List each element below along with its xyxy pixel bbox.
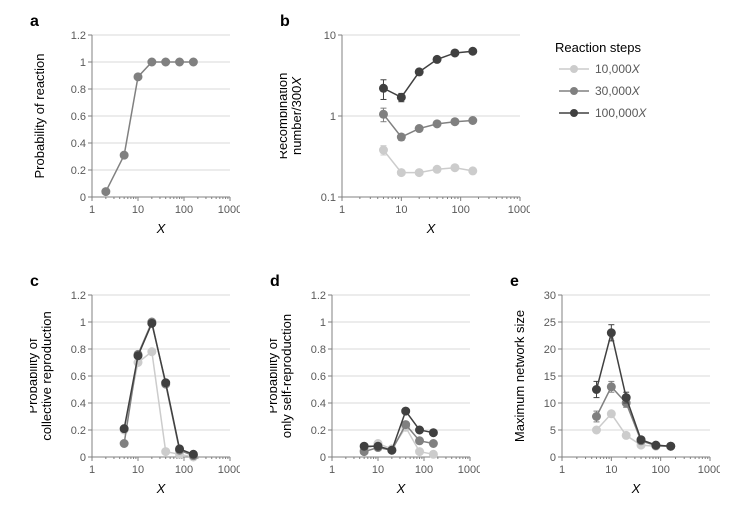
svg-text:10: 10 [132, 204, 144, 216]
svg-text:0.8: 0.8 [71, 344, 86, 356]
panel-e: e 0510152025301101001000XMaximum network… [510, 275, 720, 505]
svg-text:1.2: 1.2 [71, 290, 86, 302]
svg-text:100: 100 [451, 204, 469, 216]
svg-text:1: 1 [320, 317, 326, 329]
svg-text:0.8: 0.8 [71, 84, 86, 96]
svg-text:1000: 1000 [458, 464, 480, 476]
svg-text:0.4: 0.4 [71, 138, 86, 150]
svg-text:20: 20 [544, 344, 556, 356]
panel-b: b 0.11101101001000XRecombinationnumber/3… [280, 15, 530, 245]
svg-text:Probability ofonly self-reprod: Probability ofonly self-reproduction [270, 314, 294, 438]
svg-text:1000: 1000 [698, 464, 720, 476]
chart-d: 0 0.2 0.4 0.6 0.8 1 1.2 1 10 100 1000 X Probability … [270, 275, 480, 505]
svg-text:0.6: 0.6 [71, 111, 86, 123]
chart-b: 0.11101101001000XRecombinationnumber/300… [280, 15, 530, 245]
chart-c: 0 0.2 0.4 0.6 0.8 1 1.2 1 10 100 1000 X Probability … [30, 275, 240, 505]
svg-text:1.2: 1.2 [71, 30, 86, 42]
legend-title: Reaction steps [555, 40, 715, 55]
svg-text:X: X [396, 481, 407, 496]
svg-text:100: 100 [651, 464, 669, 476]
svg-text:100: 100 [175, 204, 193, 216]
svg-text:10: 10 [132, 464, 144, 476]
chart-a: 0 0.2 0.4 0.6 0.8 1 1.2 1 10 100 1000 X Probability … [30, 15, 240, 245]
svg-text:0.8: 0.8 [311, 344, 326, 356]
svg-text:X: X [631, 481, 642, 496]
svg-text:X: X [156, 221, 167, 236]
svg-text:0: 0 [80, 452, 86, 464]
svg-text:0.2: 0.2 [71, 425, 86, 437]
svg-text:1: 1 [339, 204, 345, 216]
svg-text:10: 10 [324, 30, 336, 42]
svg-text:X: X [156, 481, 167, 496]
panel-c: c 00.20.40.60.811.21101001000XProbabilit… [30, 275, 240, 505]
legend-entry-s30000: 30,000X [595, 84, 641, 98]
legend-entry-s100000: 100,000X [595, 106, 647, 120]
svg-text:0.2: 0.2 [71, 165, 86, 177]
svg-text:1: 1 [89, 204, 95, 216]
svg-text:25: 25 [544, 317, 556, 329]
svg-text:0.4: 0.4 [71, 398, 86, 410]
svg-text:5: 5 [550, 425, 556, 437]
svg-text:1: 1 [80, 317, 86, 329]
svg-text:1000: 1000 [218, 204, 240, 216]
svg-text:0: 0 [550, 452, 556, 464]
svg-text:1000: 1000 [508, 204, 530, 216]
svg-text:Recombinationnumber/300X: Recombinationnumber/300X [280, 73, 304, 160]
legend-svg: 10,000X 30,000X 100,000X [555, 55, 715, 135]
svg-text:1: 1 [80, 57, 86, 69]
svg-text:30: 30 [544, 290, 556, 302]
chart-e: 0 5 10 15 20 25 30 1 10 100 1000 X Maximum network s… [510, 275, 720, 505]
svg-text:0.6: 0.6 [71, 371, 86, 383]
svg-text:1: 1 [329, 464, 335, 476]
svg-text:0.6: 0.6 [311, 371, 326, 383]
svg-text:0: 0 [320, 452, 326, 464]
svg-text:X: X [426, 221, 437, 236]
svg-text:100: 100 [415, 464, 433, 476]
svg-text:10: 10 [395, 204, 407, 216]
svg-text:1.2: 1.2 [311, 290, 326, 302]
svg-text:Probability ofcollective repro: Probability ofcollective reproduction [30, 311, 54, 440]
svg-text:100: 100 [175, 464, 193, 476]
svg-text:0.2: 0.2 [311, 425, 326, 437]
svg-text:0: 0 [80, 192, 86, 204]
svg-text:10: 10 [372, 464, 384, 476]
svg-text:1: 1 [559, 464, 565, 476]
panel-d: d 00.20.40.60.811.21101001000XProbabilit… [270, 275, 480, 505]
svg-text:15: 15 [544, 371, 556, 383]
svg-text:10: 10 [544, 398, 556, 410]
svg-text:Probability of reaction: Probability of reaction [32, 53, 47, 178]
svg-text:10: 10 [605, 464, 617, 476]
panel-a: a 00.20.40.60.811.21101001000XProbabilit… [30, 15, 240, 245]
svg-text:1: 1 [330, 111, 336, 123]
svg-text:1: 1 [89, 464, 95, 476]
svg-text:Maximum network size: Maximum network size [512, 310, 527, 442]
svg-text:0.4: 0.4 [311, 398, 326, 410]
svg-text:0.1: 0.1 [321, 192, 336, 204]
svg-text:1000: 1000 [218, 464, 240, 476]
legend-entry-s10000: 10,000X [595, 62, 641, 76]
legend: Reaction steps 10,000X 30,000X 100,000X [555, 40, 715, 140]
